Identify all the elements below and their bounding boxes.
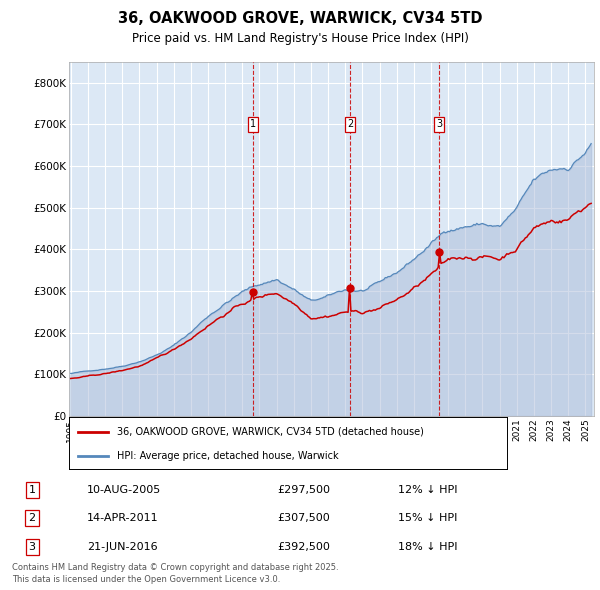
Text: 36, OAKWOOD GROVE, WARWICK, CV34 5TD: 36, OAKWOOD GROVE, WARWICK, CV34 5TD	[118, 11, 482, 26]
Text: £297,500: £297,500	[277, 486, 330, 495]
Text: 2: 2	[29, 513, 36, 523]
Text: 10-AUG-2005: 10-AUG-2005	[87, 486, 161, 495]
Text: £392,500: £392,500	[277, 542, 330, 552]
Text: 36, OAKWOOD GROVE, WARWICK, CV34 5TD (detached house): 36, OAKWOOD GROVE, WARWICK, CV34 5TD (de…	[117, 427, 424, 437]
Text: 1: 1	[29, 486, 35, 495]
Text: £307,500: £307,500	[277, 513, 330, 523]
Text: 18% ↓ HPI: 18% ↓ HPI	[398, 542, 457, 552]
Text: 3: 3	[436, 119, 442, 129]
Text: Price paid vs. HM Land Registry's House Price Index (HPI): Price paid vs. HM Land Registry's House …	[131, 32, 469, 45]
Text: Contains HM Land Registry data © Crown copyright and database right 2025.
This d: Contains HM Land Registry data © Crown c…	[12, 563, 338, 584]
Text: 12% ↓ HPI: 12% ↓ HPI	[398, 486, 457, 495]
Text: 21-JUN-2016: 21-JUN-2016	[87, 542, 158, 552]
Text: 14-APR-2011: 14-APR-2011	[87, 513, 158, 523]
Text: 1: 1	[250, 119, 256, 129]
Text: 3: 3	[29, 542, 35, 552]
Text: HPI: Average price, detached house, Warwick: HPI: Average price, detached house, Warw…	[117, 451, 339, 461]
Text: 15% ↓ HPI: 15% ↓ HPI	[398, 513, 457, 523]
Text: 2: 2	[347, 119, 353, 129]
